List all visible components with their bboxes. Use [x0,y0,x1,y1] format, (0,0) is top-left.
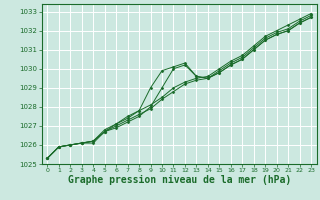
X-axis label: Graphe pression niveau de la mer (hPa): Graphe pression niveau de la mer (hPa) [68,175,291,185]
